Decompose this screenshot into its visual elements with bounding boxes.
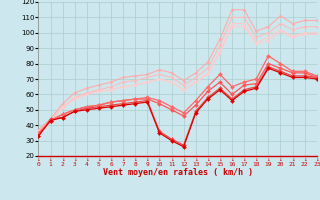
X-axis label: Vent moyen/en rafales ( km/h ): Vent moyen/en rafales ( km/h ) — [103, 168, 252, 177]
